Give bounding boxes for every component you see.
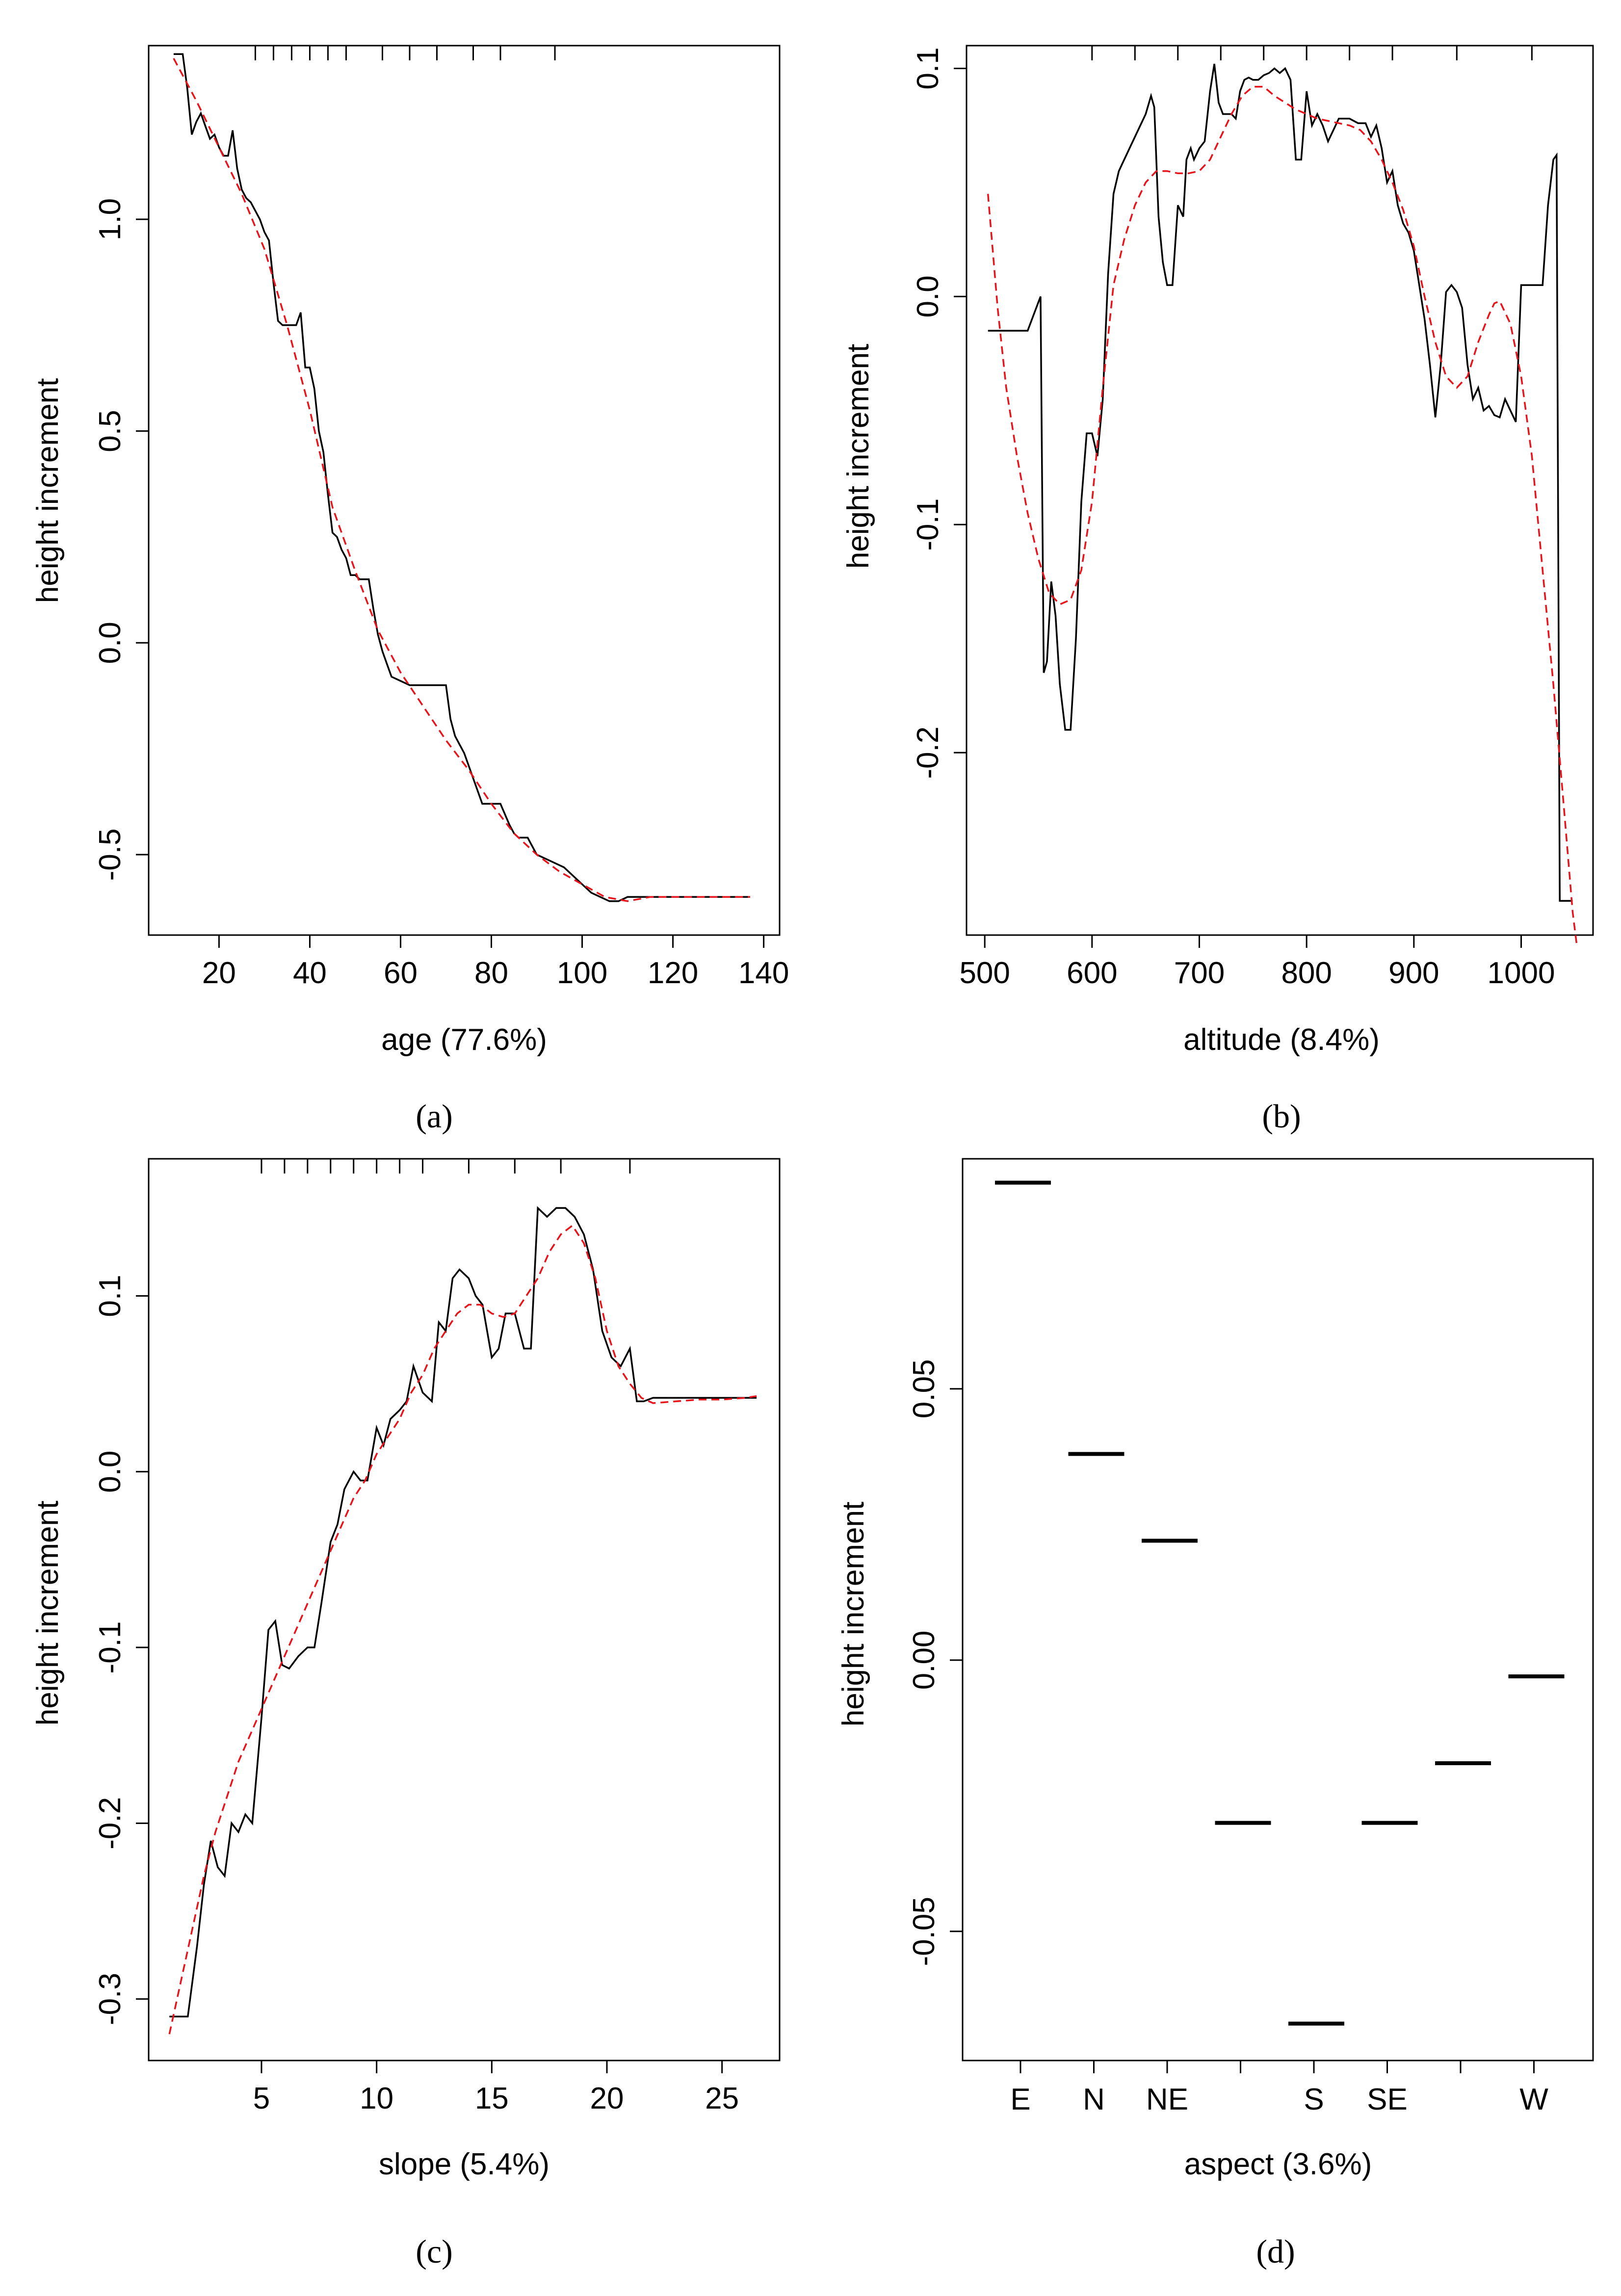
segments-d xyxy=(995,1180,1565,2026)
y-tick-label-a: 0.0 xyxy=(93,622,127,664)
caption-a: (a) xyxy=(416,1097,452,1135)
y-axis-title-a: height increment xyxy=(31,378,65,603)
rug-b xyxy=(1091,46,1533,60)
y-tick-label-c: -0.1 xyxy=(93,1621,127,1674)
x-tick-label-b: 500 xyxy=(959,956,1010,990)
x-tick-label-a: 20 xyxy=(202,956,236,990)
x-tick-label-d: S xyxy=(1304,2083,1324,2116)
x-tick-label-a: 140 xyxy=(738,956,789,990)
smoothed-trend-line-c xyxy=(168,1224,757,2035)
rug-a xyxy=(254,46,556,60)
y-tick-label-d: -0.05 xyxy=(907,1897,941,1966)
x-axis-b: 500 600 700 800 900 1000 xyxy=(959,934,1555,990)
x-tick-label-d: N xyxy=(1083,2083,1105,2116)
rug-c xyxy=(261,1159,631,1174)
x-tick-label-b: 900 xyxy=(1388,956,1439,990)
x-tick-label-d: W xyxy=(1519,2083,1548,2116)
partial-dependence-line-c xyxy=(169,1206,757,2018)
x-tick-label-a: 80 xyxy=(474,956,508,990)
x-tick-label-a: 60 xyxy=(384,956,418,990)
x-axis-title-b: altitude (8.4%) xyxy=(1183,1023,1380,1057)
y-tick-label-a: 1.0 xyxy=(93,198,127,240)
x-axis-a: 20 40 60 80 100 120 140 xyxy=(202,934,789,990)
y-axis-d: -0.05 0.00 0.05 xyxy=(907,1359,964,1966)
y-tick-label-c: -0.3 xyxy=(93,1973,127,2025)
x-axis-title-d: aspect (3.6%) xyxy=(1184,2147,1372,2181)
smoothed-trend-line-b xyxy=(987,85,1578,947)
x-axis-c: 5 10 15 20 25 xyxy=(253,2060,739,2115)
x-tick-label-c: 25 xyxy=(705,2082,739,2115)
y-tick-label-a: 0.5 xyxy=(93,410,127,452)
y-axis-c: -0.3 -0.2 -0.1 0.0 0.1 xyxy=(93,1275,150,2025)
y-axis-title-b: height increment xyxy=(841,344,875,569)
series-a xyxy=(173,53,750,902)
x-tick-label-d: E xyxy=(1010,2083,1030,2116)
y-tick-label-d: 0.00 xyxy=(907,1631,941,1690)
x-tick-label-a: 100 xyxy=(557,956,607,990)
x-tick-label-d: SE xyxy=(1367,2083,1408,2116)
plot-frame-b xyxy=(966,45,1594,936)
y-axis-title-d: height increment xyxy=(837,1502,870,1726)
x-tick-label-c: 15 xyxy=(475,2082,509,2115)
y-tick-label-c: -0.2 xyxy=(93,1797,127,1850)
x-axis-d: E N NE S SE W xyxy=(1010,2060,1548,2116)
x-axis-title-a: age (77.6%) xyxy=(381,1023,547,1057)
y-tick-label-a: -0.5 xyxy=(93,829,127,881)
panel-a: 20 40 60 80 100 120 140 -0.5 0.0 0.5 1.0 age (77.… xyxy=(31,45,789,1135)
panel-c: 5 10 15 20 25 -0.3 -0.2 -0.1 0.0 0.1 slope (5.4%… xyxy=(31,1158,781,2270)
x-tick-label-a: 40 xyxy=(293,956,327,990)
y-axis-a: -0.5 0.0 0.5 1.0 xyxy=(93,198,150,881)
x-tick-label-b: 600 xyxy=(1067,956,1117,990)
x-tick-label-c: 10 xyxy=(360,2082,393,2115)
x-tick-label-a: 120 xyxy=(648,956,698,990)
series-c xyxy=(168,1206,757,2035)
caption-d: (d) xyxy=(1256,2233,1295,2270)
x-tick-label-c: 5 xyxy=(253,2082,270,2115)
y-axis-title-c: height increment xyxy=(31,1501,65,1725)
panel-b: 500 600 700 800 900 1000 -0.2 -0.1 0.0 0.1 altit… xyxy=(841,45,1594,1135)
y-tick-label-c: 0.1 xyxy=(93,1275,127,1317)
x-tick-label-b: 1000 xyxy=(1488,956,1555,990)
x-axis-title-c: slope (5.4%) xyxy=(379,2147,549,2181)
x-tick-label-c: 20 xyxy=(590,2082,624,2115)
panel-d: E N NE S SE W -0.05 0.00 0.05 aspect (3.6%) hei… xyxy=(837,1158,1594,2270)
y-axis-b: -0.2 -0.1 0.0 0.1 xyxy=(911,47,967,779)
plot-frame-d xyxy=(962,1158,1594,2061)
smoothed-trend-line-a xyxy=(173,58,750,902)
plot-frame-c xyxy=(148,1158,781,2061)
y-tick-label-d: 0.05 xyxy=(907,1359,941,1419)
plot-frame-a xyxy=(148,45,781,936)
y-tick-label-b: -0.2 xyxy=(911,727,945,779)
caption-b: (b) xyxy=(1262,1097,1301,1135)
series-b xyxy=(987,63,1578,947)
caption-c: (c) xyxy=(416,2233,452,2270)
x-tick-label-b: 800 xyxy=(1281,956,1332,990)
y-tick-label-b: 0.1 xyxy=(911,47,945,89)
y-tick-label-c: 0.0 xyxy=(93,1451,127,1493)
y-tick-label-b: 0.0 xyxy=(911,275,945,317)
x-tick-label-d: NE xyxy=(1146,2083,1188,2116)
x-tick-label-b: 700 xyxy=(1174,956,1225,990)
partial-dependence-line-a xyxy=(173,53,750,902)
y-tick-label-b: -0.1 xyxy=(911,498,945,551)
partial-dependence-line-b xyxy=(988,63,1573,902)
